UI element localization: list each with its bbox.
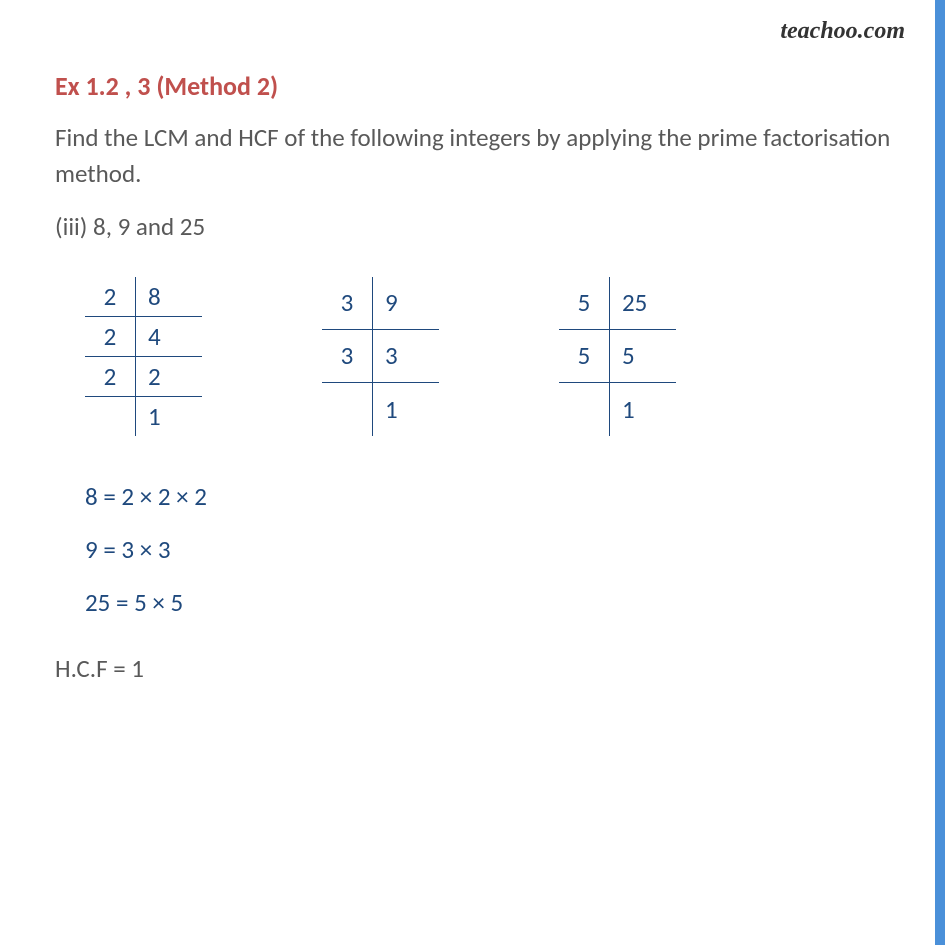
- equation-25: 25 = 5 × 5: [85, 587, 895, 618]
- divisor-cell: [559, 383, 610, 436]
- divisor-cell: 3: [322, 277, 373, 330]
- factor-tables-row: 2 8 2 4 2 2 1 3 9 3 3: [85, 277, 895, 436]
- factorisation-equations: 8 = 2 × 2 × 2 9 = 3 × 3 25 = 5 × 5: [85, 481, 895, 618]
- divisor-cell: [322, 383, 373, 436]
- table-row: 2 4: [85, 316, 202, 356]
- factor-table-8: 2 8 2 4 2 2 1: [85, 277, 202, 436]
- number-cell: 9: [373, 277, 440, 330]
- subpart-label: (iii) 8, 9 and 25: [55, 211, 895, 242]
- number-cell: 1: [610, 383, 677, 436]
- number-cell: 8: [136, 277, 203, 317]
- number-cell: 25: [610, 277, 677, 330]
- number-cell: 3: [373, 329, 440, 382]
- number-cell: 1: [373, 383, 440, 436]
- table-row: 5 5: [559, 329, 676, 382]
- number-cell: 5: [610, 329, 677, 382]
- divisor-cell: 2: [85, 356, 136, 396]
- table-row: 2 2: [85, 356, 202, 396]
- factor-table-25: 5 25 5 5 1: [559, 277, 676, 436]
- number-cell: 2: [136, 356, 203, 396]
- table-row: 2 8: [85, 277, 202, 317]
- question-text: Find the LCM and HCF of the following in…: [55, 120, 895, 193]
- divisor-cell: 2: [85, 277, 136, 317]
- divisor-cell: 2: [85, 316, 136, 356]
- side-accent-bar: [935, 0, 945, 945]
- equation-9: 9 = 3 × 3: [85, 534, 895, 565]
- divisor-cell: 5: [559, 277, 610, 330]
- table-row: 1: [559, 383, 676, 436]
- table-row: 3 9: [322, 277, 439, 330]
- table-row: 1: [322, 383, 439, 436]
- divisor-cell: 3: [322, 329, 373, 382]
- hcf-result: H.C.F = 1: [55, 653, 895, 684]
- watermark: teachoo.com: [780, 18, 905, 45]
- table-row: 1: [85, 396, 202, 436]
- divisor-cell: [85, 396, 136, 436]
- factor-table-9: 3 9 3 3 1: [322, 277, 439, 436]
- exercise-title: Ex 1.2 , 3 (Method 2): [55, 70, 895, 102]
- table-row: 3 3: [322, 329, 439, 382]
- divisor-cell: 5: [559, 329, 610, 382]
- table-row: 5 25: [559, 277, 676, 330]
- equation-8: 8 = 2 × 2 × 2: [85, 481, 895, 512]
- number-cell: 1: [136, 396, 203, 436]
- number-cell: 4: [136, 316, 203, 356]
- page-content: Ex 1.2 , 3 (Method 2) Find the LCM and H…: [0, 0, 945, 714]
